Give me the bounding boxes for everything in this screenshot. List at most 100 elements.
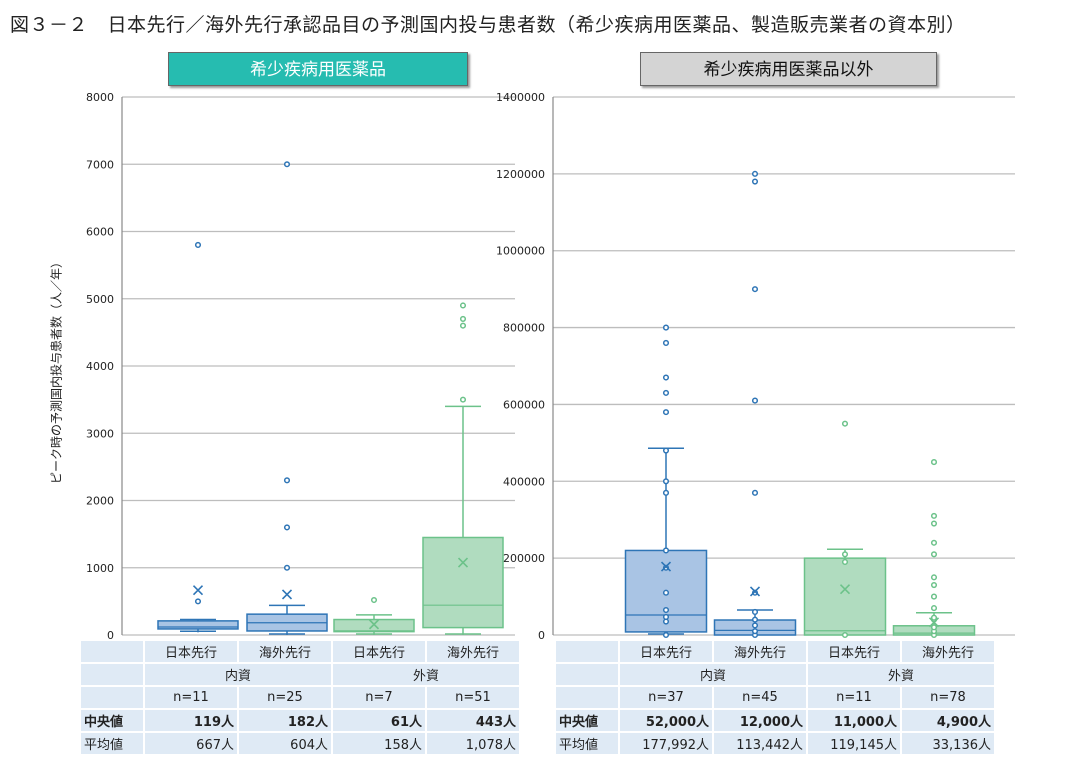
- data-point: [662, 374, 670, 381]
- mean-value: 119,145人: [806, 731, 902, 756]
- mean-marker: [368, 619, 380, 630]
- box: [803, 557, 887, 636]
- mean-marker: [281, 589, 293, 600]
- mean-value: 667人: [143, 731, 239, 756]
- group-header: 内資: [618, 662, 808, 687]
- col-header: 海外先行: [900, 639, 996, 664]
- data-point: [751, 170, 759, 177]
- median-value: 4,900人: [900, 708, 996, 733]
- y-tick-label: 0: [107, 629, 114, 642]
- y-tick-label: 1000: [86, 562, 114, 575]
- panel-title-non-orphan-drugs: 希少疾病用医薬品以外: [640, 52, 937, 86]
- data-point: [662, 478, 670, 485]
- y-tick-label: 5000: [86, 293, 114, 306]
- data-point: [194, 598, 202, 605]
- mean-marker: [749, 586, 761, 597]
- data-point: [662, 339, 670, 346]
- median-value: 443人: [425, 708, 521, 733]
- y-tick-label: 1400000: [496, 91, 545, 104]
- col-header: 海外先行: [425, 639, 521, 664]
- y-tick-label: 2000: [86, 495, 114, 508]
- data-point: [930, 512, 938, 519]
- panel-title-orphan-drugs: 希少疾病用医薬品: [168, 52, 468, 86]
- data-point: [930, 624, 938, 631]
- n-count: n=11: [143, 685, 239, 710]
- data-point: [751, 286, 759, 293]
- data-point: [930, 581, 938, 589]
- median-value: 182人: [237, 708, 333, 733]
- n-count: n=37: [618, 685, 714, 710]
- data-point: [751, 397, 759, 404]
- data-point: [751, 489, 759, 496]
- n-count: n=51: [425, 685, 521, 710]
- data-point: [662, 606, 670, 614]
- stats-table-right: 日本先行 海外先行 日本先行 海外先行 内資 外資 n=37 n=45 n=11…: [554, 639, 996, 756]
- mean-value: 33,136人: [900, 731, 996, 756]
- data-point: [930, 614, 938, 621]
- data-point: [930, 551, 938, 558]
- y-tick-label: 200000: [503, 552, 545, 565]
- mean-marker: [457, 557, 469, 568]
- data-point: [662, 409, 670, 416]
- data-point: [662, 324, 670, 331]
- y-tick-label: 800000: [503, 322, 545, 335]
- median-label: 中央値: [79, 708, 145, 733]
- col-header: 日本先行: [618, 639, 714, 664]
- data-point: [662, 613, 670, 620]
- y-tick-label: 3000: [86, 427, 114, 440]
- mean-value: 158人: [331, 731, 427, 756]
- mean-value: 113,442人: [712, 731, 808, 756]
- data-point: [751, 628, 759, 635]
- y-tick-label: 1200000: [496, 168, 545, 181]
- data-point: [930, 593, 938, 600]
- data-point: [841, 420, 849, 427]
- y-tick-label: 0: [538, 629, 545, 642]
- data-point: [662, 547, 670, 554]
- y-tick-label: 8000: [86, 91, 114, 104]
- data-point: [283, 564, 291, 571]
- y-tick-label: 1000000: [496, 245, 545, 258]
- y-tick-label: 6000: [86, 226, 114, 239]
- n-count: n=78: [900, 685, 996, 710]
- y-tick-label: 4000: [86, 360, 114, 373]
- data-point: [930, 520, 938, 527]
- data-point: [662, 589, 670, 596]
- data-point: [370, 596, 378, 604]
- median-value: 12,000人: [712, 708, 808, 733]
- col-header: 日本先行: [143, 639, 239, 664]
- mean-marker: [928, 617, 940, 628]
- n-count: n=11: [806, 685, 902, 710]
- data-point: [662, 631, 670, 639]
- data-point: [283, 524, 291, 531]
- mean-value: 1,078人: [425, 731, 521, 756]
- col-header: 日本先行: [331, 639, 427, 664]
- data-point: [459, 322, 467, 329]
- col-header: 海外先行: [237, 639, 333, 664]
- data-point: [841, 631, 849, 639]
- mean-value: 177,992人: [618, 731, 714, 756]
- group-header: 外資: [331, 662, 521, 687]
- mean-marker: [192, 585, 204, 596]
- data-point: [751, 178, 759, 185]
- col-header: 海外先行: [712, 639, 808, 664]
- data-point: [930, 459, 938, 466]
- box: [422, 536, 504, 629]
- data-point: [662, 389, 670, 396]
- median-value: 61人: [331, 708, 427, 733]
- group-header: 外資: [806, 662, 996, 687]
- data-point: [930, 539, 938, 546]
- data-point: [662, 447, 670, 454]
- median-label: 中央値: [554, 708, 620, 733]
- median-value: 11,000人: [806, 708, 902, 733]
- data-point: [283, 477, 291, 484]
- group-header: 内資: [143, 662, 333, 687]
- data-point: [662, 564, 670, 571]
- mean-label: 平均値: [554, 731, 620, 756]
- mean-marker: [839, 584, 851, 595]
- y-tick-label: 400000: [503, 475, 545, 488]
- data-point: [751, 616, 759, 623]
- data-point: [841, 551, 849, 558]
- data-point: [459, 315, 467, 322]
- mean-value: 604人: [237, 731, 333, 756]
